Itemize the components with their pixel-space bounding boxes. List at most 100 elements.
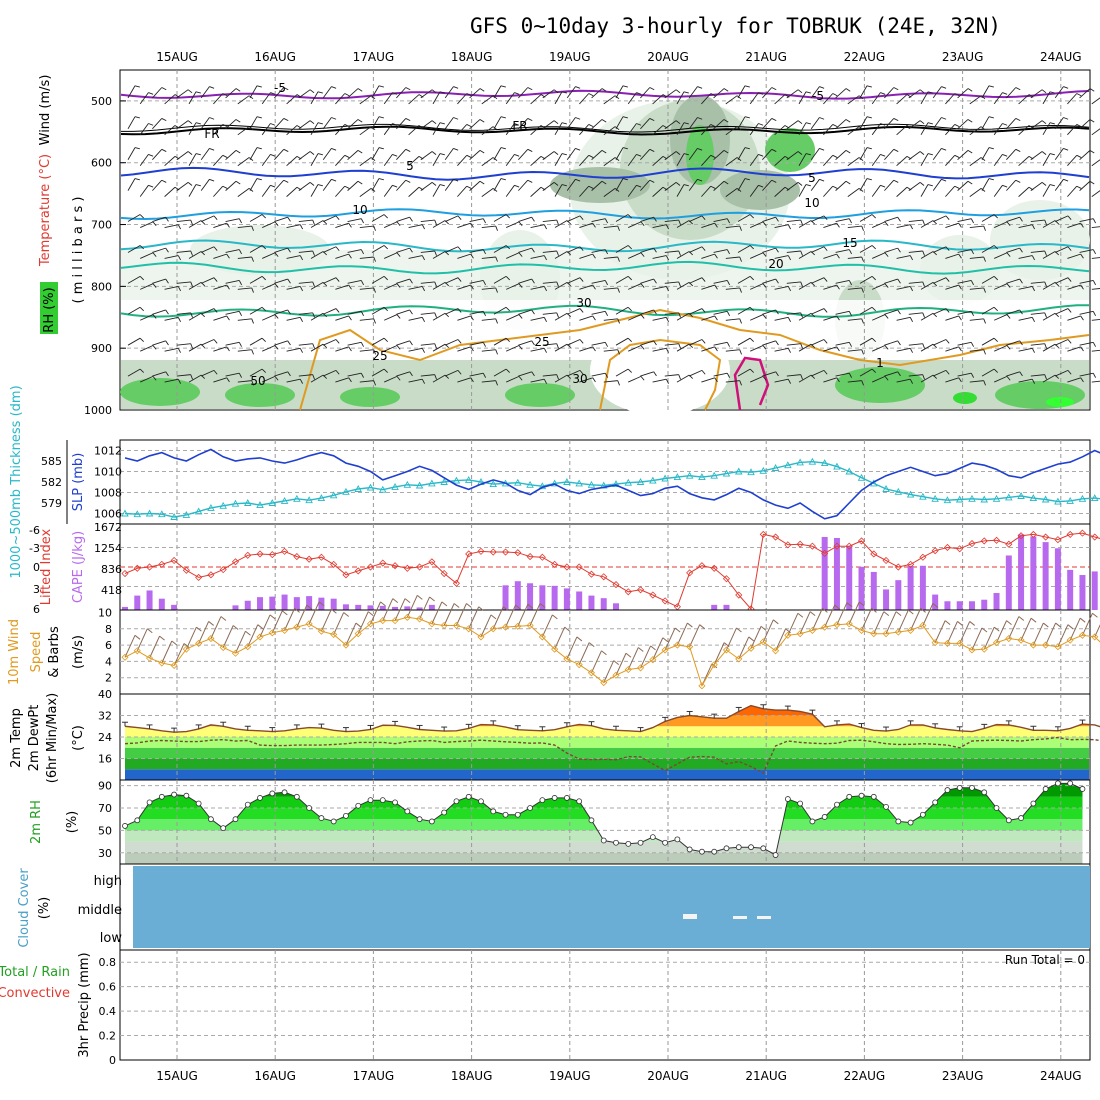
- wind-barb: [811, 277, 825, 284]
- wind-barb-flag: [248, 95, 254, 100]
- thickness-point: [440, 478, 448, 485]
- cape-bar: [907, 565, 914, 610]
- wind-barb: [749, 185, 759, 197]
- wind-barb: [347, 310, 362, 315]
- wind-barb: [579, 222, 593, 228]
- wind-barb-flag: [617, 225, 620, 231]
- thickness-point: [575, 479, 583, 487]
- wind-barb-flag: [897, 371, 901, 377]
- wind-barb: [725, 349, 740, 352]
- wind10-barb-flag: [748, 636, 755, 642]
- wind-barb: [884, 118, 895, 130]
- wind-barb: [323, 246, 337, 253]
- wind10-barb: [1057, 624, 1069, 647]
- wind-barb: [591, 372, 606, 377]
- thickness-point: [833, 462, 841, 470]
- wind10-point: [772, 647, 780, 655]
- wind10-point: [882, 630, 890, 638]
- wind10-point: [145, 654, 154, 662]
- wind-barb-flag: [1044, 343, 1047, 349]
- wind-barb: [505, 92, 515, 105]
- rh2m-point: [969, 784, 975, 791]
- wind-barb-flag: [434, 219, 437, 225]
- wind-barb: [627, 123, 637, 136]
- wind-barb: [444, 148, 454, 160]
- wind-barb: [493, 306, 507, 315]
- wind10-barb-flag: [883, 611, 890, 617]
- wind-barb: [896, 378, 911, 383]
- wind-barb-flag: [701, 308, 706, 313]
- wind-barb: [310, 343, 324, 352]
- rh-shade-area: [1046, 397, 1074, 407]
- wind-barb: [676, 312, 690, 321]
- wind10-barb: [271, 610, 283, 634]
- wind-barb: [640, 247, 654, 253]
- wind-barb-flag: [897, 247, 901, 253]
- wind-barb: [274, 309, 288, 315]
- top-date-label: 15AUG: [156, 50, 198, 64]
- wind-barb: [188, 153, 197, 166]
- rh-shade-area: [765, 128, 815, 172]
- wind-barb: [933, 246, 947, 253]
- wind-barb-flag: [299, 255, 304, 261]
- wind-barb: [945, 377, 959, 383]
- lifted-index-point: [1042, 533, 1050, 541]
- wind-barb-flag: [866, 147, 872, 150]
- cape-bar: [257, 597, 264, 610]
- lifted-index-point: [956, 545, 964, 553]
- wind-barb-flag: [636, 153, 642, 157]
- wind-barb: [701, 185, 712, 197]
- rh2m-point: [355, 802, 362, 809]
- wind-barb: [762, 149, 773, 161]
- wind-barb-flag: [683, 91, 689, 94]
- thickness-point: [231, 499, 240, 507]
- bottom-date-label: 16AUG: [254, 1069, 296, 1083]
- wind-barb-flag: [495, 256, 498, 262]
- wind-barb: [310, 374, 324, 383]
- cape-tick: 1672: [94, 521, 122, 534]
- wind-barb-flag: [148, 123, 154, 126]
- temperature-contour: [121, 123, 1090, 133]
- wind-barb: [884, 371, 898, 377]
- wind-barb: [530, 186, 542, 197]
- cape-bar: [883, 589, 890, 610]
- wind-barb: [530, 224, 545, 228]
- wind-barb: [957, 119, 969, 130]
- wind-barb: [176, 343, 191, 346]
- wind-barb-flag: [256, 178, 262, 181]
- contour-label: 50: [250, 374, 265, 388]
- wind-barb-flag: [726, 372, 731, 378]
- wind-barb: [701, 346, 715, 352]
- wind-barb: [152, 371, 166, 377]
- rh-shade-area: [720, 170, 800, 210]
- wind-barb-flag: [383, 245, 389, 250]
- wind-barb-flag: [640, 252, 645, 257]
- wind-barb: [1067, 93, 1078, 105]
- wind-barb: [1006, 179, 1017, 191]
- bottom-date-label: 17AUG: [353, 1069, 395, 1083]
- wind-barb: [1018, 94, 1030, 105]
- wind-barb-flag: [370, 95, 376, 100]
- wind-barb-flag: [213, 277, 218, 282]
- thickness-point: [747, 468, 755, 476]
- wind-barb: [603, 95, 616, 105]
- wind-barb-flag: [482, 342, 487, 347]
- rh2m-point: [122, 823, 128, 829]
- thickness-point: [820, 459, 829, 467]
- wind-barb: [981, 178, 990, 191]
- wind-barb-flag: [922, 312, 925, 318]
- wind-barb: [127, 245, 141, 253]
- wind-barb-flag: [823, 215, 828, 220]
- wind10-point: [796, 630, 804, 638]
- wind-barb: [371, 178, 380, 191]
- wind-barb: [518, 118, 529, 130]
- wind10-point: [698, 682, 706, 690]
- cape-bar: [870, 571, 877, 610]
- cape-bar: [428, 604, 435, 610]
- wind-barb: [554, 220, 568, 228]
- wind-barb: [896, 94, 908, 105]
- wind-barb-flag: [678, 281, 681, 287]
- wind10-barb: [1008, 616, 1020, 639]
- wind-barb-flag: [434, 343, 437, 349]
- lifted-index-point: [1091, 533, 1099, 541]
